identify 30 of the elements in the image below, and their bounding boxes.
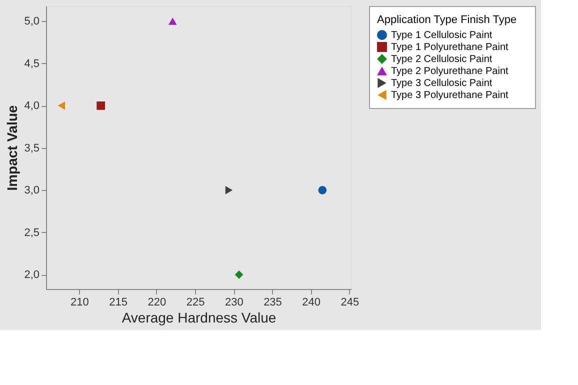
x-tick-label: 240 [302,296,321,308]
y-tick-label: 4,5 [24,58,40,70]
point [168,18,177,25]
point [225,186,233,194]
point [234,270,244,279]
legend-label: Type 1 Polyurethane Paint [391,42,509,53]
point [58,102,66,110]
point [96,102,106,110]
x-tick-label: 245 [340,296,360,308]
y-tick-label: 5,0 [24,16,40,28]
y-tick-label: 3,0 [24,184,40,197]
legend-label: Type 1 Cellulosic Paint [391,30,492,41]
legend-label: Type 3 Cellulosic Paint [391,78,492,89]
legend-title: Application Type Finish Type [377,14,517,26]
legend-label: Type 3 Polyurethane Paint [391,90,509,101]
y-axis-title: Impact Value [4,104,20,191]
x-tick-label: 210 [70,296,89,308]
y-tick-label: 2,0 [24,269,40,282]
x-tick-label: 225 [186,296,205,308]
legend-label: Type 2 Cellulosic Paint [391,54,492,65]
x-tick-label: 215 [109,296,128,308]
x-tick-label: 230 [224,296,244,308]
y-tick-label: 3,5 [24,142,40,154]
point [318,186,327,194]
legend-label: Type 2 Polyurethane Paint [391,66,509,77]
y-tick-label: 2,5 [24,226,40,239]
y-tick-label: 4,0 [24,100,40,112]
x-axis-title: Average Hardness Value [122,310,276,326]
x-tick-label: 220 [148,296,166,308]
x-tick-label: 235 [264,296,282,308]
